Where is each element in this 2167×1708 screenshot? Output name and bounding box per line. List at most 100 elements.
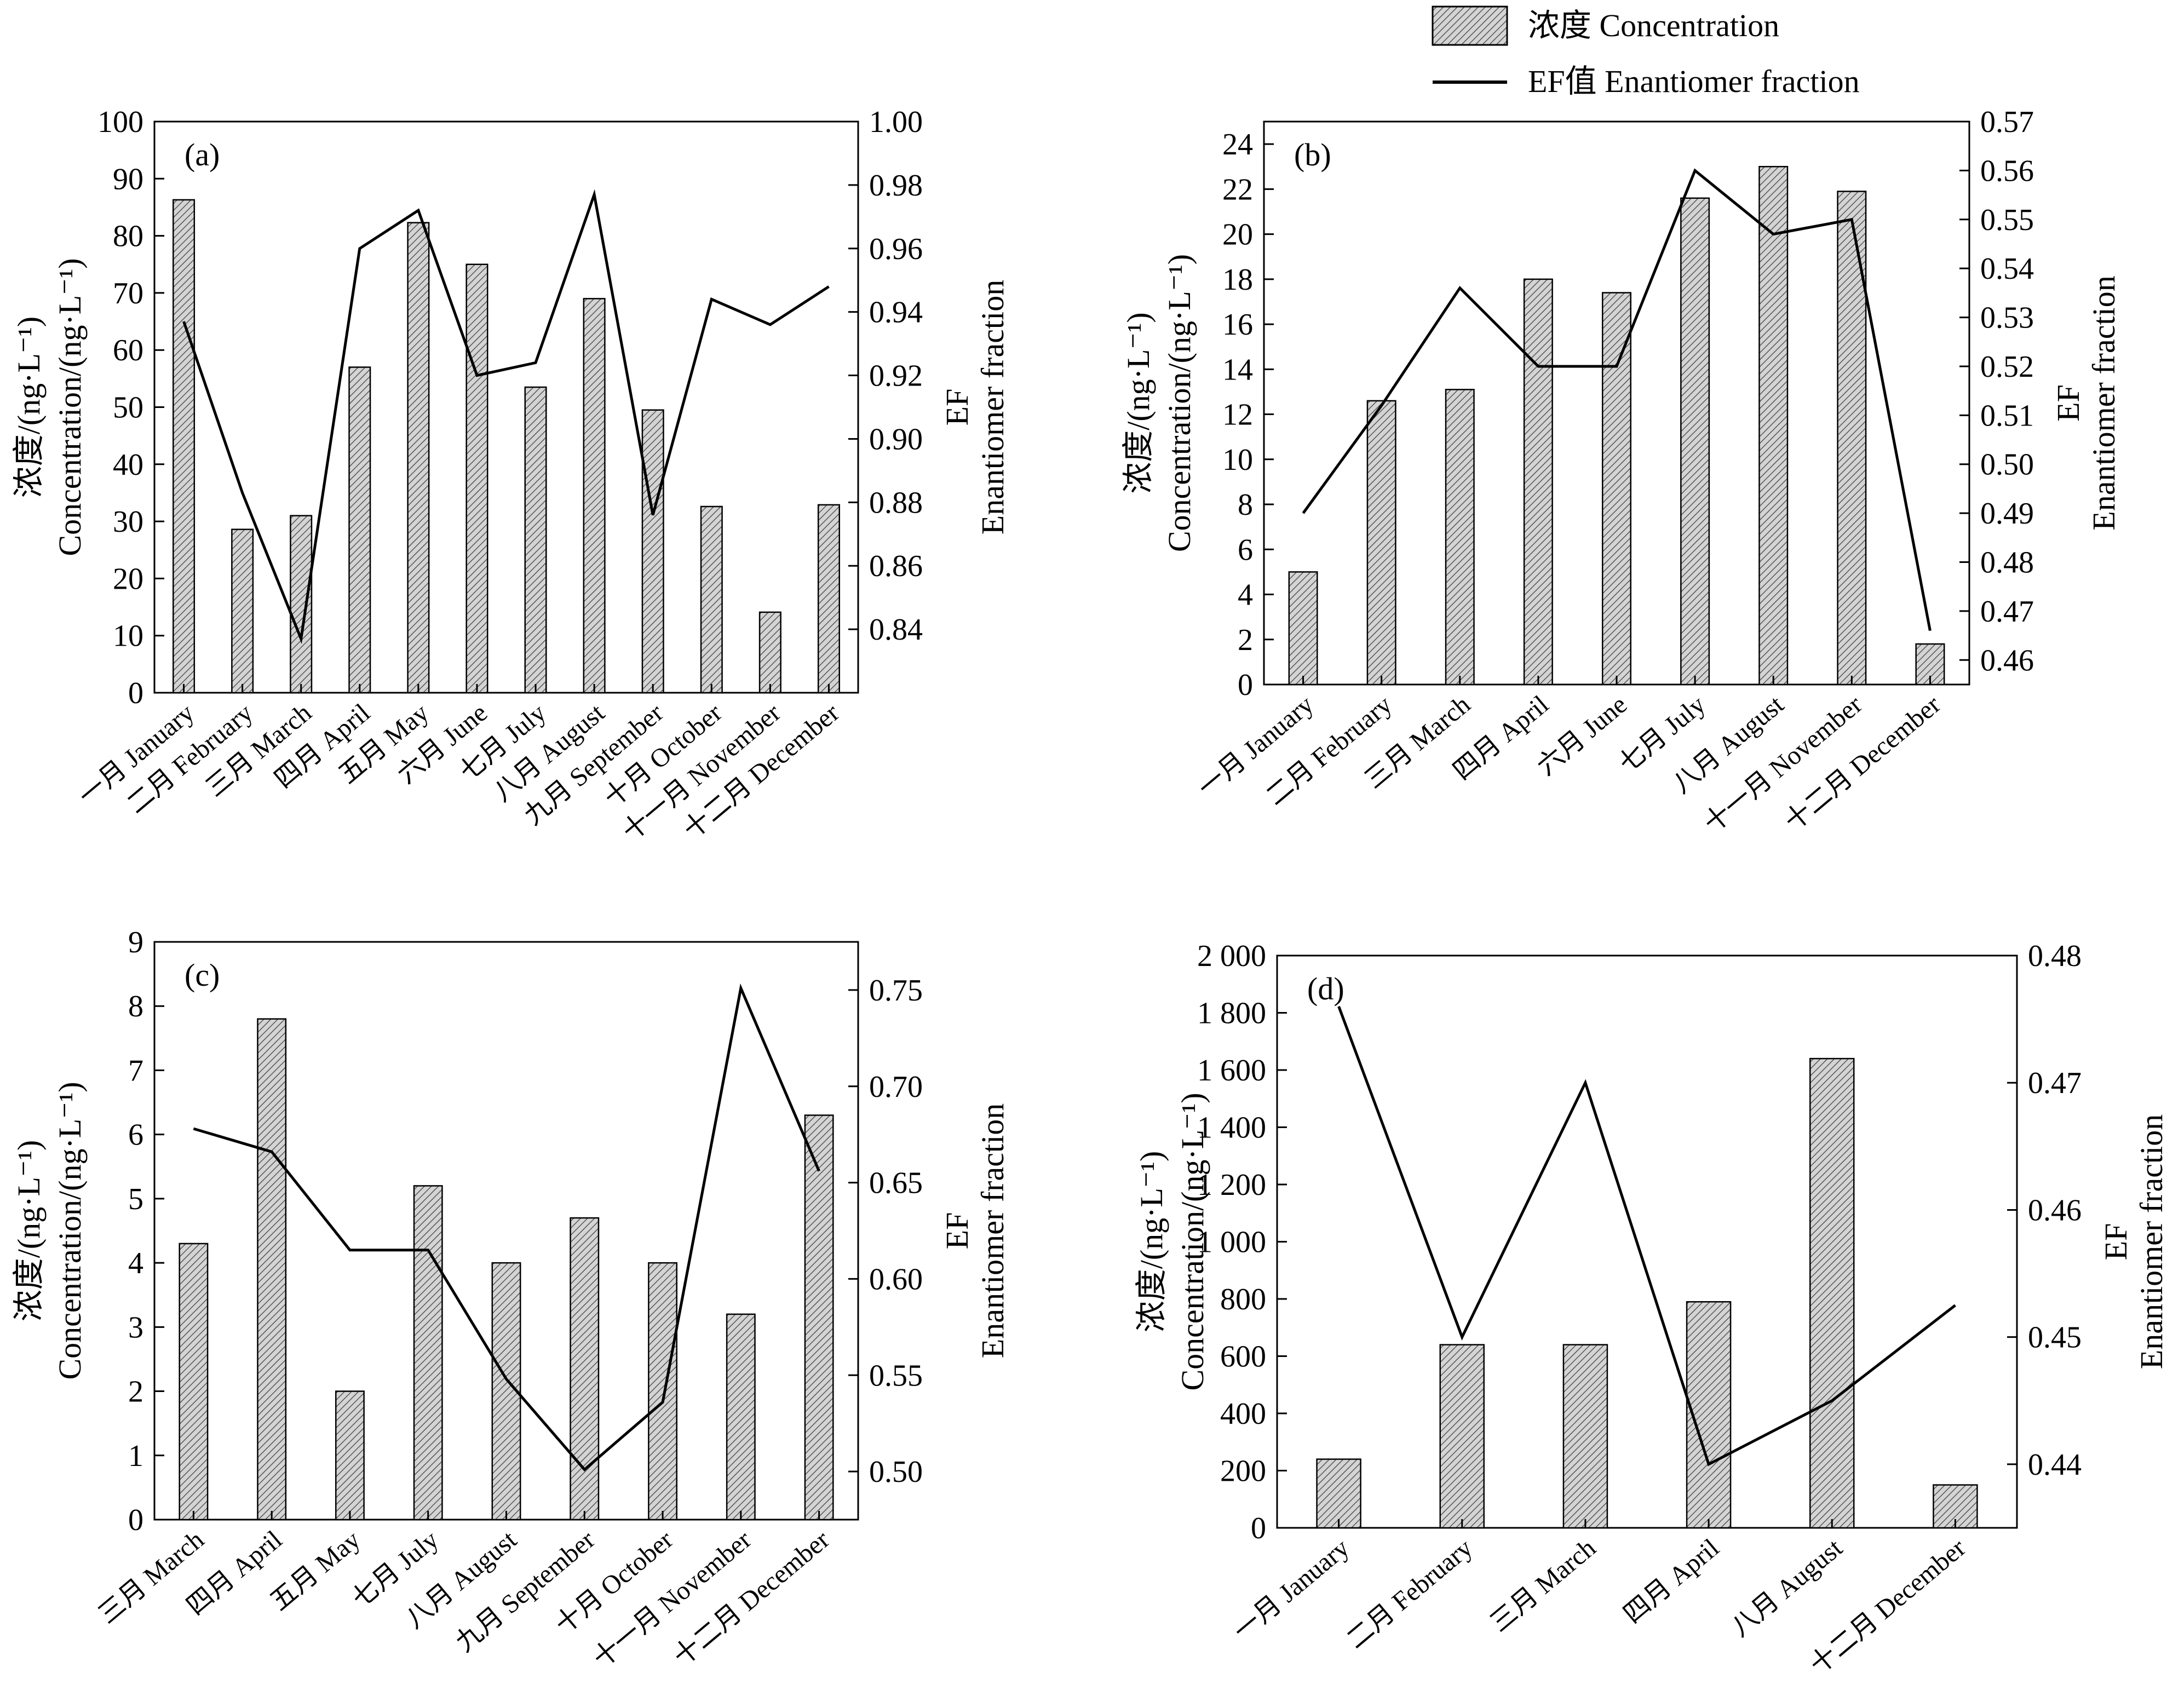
right-tick-label: 0.45 [2028, 1321, 2082, 1355]
right-tick-label: 0.70 [869, 1070, 923, 1104]
bar [641, 409, 664, 694]
right-axis-title-ef: EF [2050, 384, 2086, 422]
left-tick-label: 0 [1238, 668, 1253, 702]
right-tick-label: 0.54 [1980, 252, 2034, 286]
bar [465, 263, 488, 694]
left-tick-label: 6 [128, 1118, 143, 1152]
plot-frame [1276, 954, 2018, 1529]
plot-frame [153, 120, 859, 694]
left-tick-label: 12 [1222, 398, 1253, 432]
chart-panel-3: (c) 0 1 2 3 4 5 6 7 8 9 0.50 0.55 0.60 0.65 0.70 0.75 浓度/… [11, 925, 1010, 1674]
right-tick-label: 0.51 [1980, 399, 2034, 433]
bar [1288, 571, 1318, 686]
bar [231, 528, 254, 694]
right-axis-title-name: Enantiomer fraction [975, 1103, 1010, 1358]
right-tick-label: 0.88 [869, 486, 923, 520]
right-axis-title-name: Enantiomer fraction [2134, 1114, 2167, 1369]
left-tick-label: 16 [1222, 308, 1253, 342]
bar [726, 1313, 756, 1521]
left-tick-label: 1 600 [1197, 1054, 1266, 1088]
right-tick-label: 1.00 [869, 105, 923, 139]
right-tick-label: 0.75 [869, 974, 923, 1008]
left-tick-label: 0 [1251, 1511, 1266, 1545]
right-tick-label: 0.44 [2028, 1448, 2082, 1482]
bar [583, 298, 606, 694]
right-tick-label: 0.48 [1980, 546, 2034, 580]
ef-line [1337, 1006, 1956, 1467]
legend-bar-label: 浓度 Concentration [1528, 8, 1779, 43]
bar [348, 366, 371, 694]
right-tick-label: 0.94 [869, 296, 923, 330]
right-tick-label: 0.46 [2028, 1193, 2082, 1227]
bar [1366, 400, 1396, 686]
bar [1758, 165, 1789, 686]
bar [1523, 278, 1553, 686]
right-tick-label: 0.46 [1980, 643, 2034, 677]
x-tick-label: 三月 March [93, 1525, 210, 1630]
bar [257, 1018, 287, 1521]
left-tick-label: 20 [1222, 218, 1253, 252]
x-tick-label: 四月 April [1618, 1533, 1725, 1629]
right-axis-title-ef: EF [2098, 1223, 2134, 1261]
left-tick-label: 1 800 [1197, 997, 1266, 1031]
x-tick-label: 一月 January [1228, 1533, 1354, 1646]
bar [804, 1114, 834, 1521]
right-tick-label: 0.84 [869, 613, 923, 647]
bar [1562, 1344, 1608, 1529]
right-axis-title-name: Enantiomer fraction [975, 280, 1010, 534]
bar [758, 611, 781, 694]
left-tick-label: 0 [128, 1503, 143, 1537]
left-tick-label: 400 [1220, 1397, 1266, 1431]
bar [1809, 1057, 1855, 1529]
left-tick-label: 50 [113, 391, 143, 425]
right-tick-label: 0.92 [869, 359, 923, 393]
left-tick-label: 20 [113, 562, 143, 596]
left-axis-title-zh: 浓度/(ng·L⁻¹) [11, 317, 47, 498]
left-tick-label: 90 [113, 162, 143, 196]
left-tick-label: 100 [97, 105, 143, 139]
bar [817, 504, 840, 694]
right-tick-label: 0.96 [869, 232, 923, 266]
legend-line-label: EF值 Enantiomer fraction [1528, 64, 1860, 99]
bar [179, 1243, 209, 1521]
right-tick-label: 0.50 [869, 1455, 923, 1489]
left-tick-label: 1 200 [1197, 1168, 1266, 1202]
chart-panel-1: (a) 0 10 20 30 40 50 60 70 80 90 100 0.84 0.86 0.88 0.9… [11, 105, 1010, 847]
bar [407, 222, 430, 694]
bar [700, 505, 723, 694]
bar [1680, 197, 1710, 686]
left-tick-label: 10 [113, 619, 143, 653]
right-tick-label: 0.53 [1980, 301, 2034, 335]
left-tick-label: 1 [128, 1439, 143, 1473]
left-tick-label: 9 [128, 925, 143, 959]
right-tick-label: 0.56 [1980, 154, 2034, 188]
right-tick-label: 0.86 [869, 549, 923, 583]
left-axis-title-en: Concentration/(ng·L⁻¹) [1175, 1092, 1210, 1390]
left-tick-label: 7 [128, 1054, 143, 1088]
bar [570, 1217, 600, 1521]
left-axis-title-en: Concentration/(ng·L⁻¹) [52, 258, 88, 556]
left-tick-label: 2 000 [1197, 939, 1266, 973]
left-tick-label: 24 [1222, 128, 1253, 162]
panel-label: (a) [185, 137, 220, 172]
left-tick-label: 30 [113, 505, 143, 539]
left-tick-label: 6 [1238, 533, 1253, 567]
left-tick-label: 200 [1220, 1454, 1266, 1488]
left-tick-label: 1 000 [1197, 1226, 1266, 1260]
right-tick-label: 0.57 [1980, 105, 2034, 139]
x-tick-label: 九月 September [450, 1525, 600, 1658]
bar [290, 515, 313, 694]
panel-label: (d) [1307, 971, 1344, 1007]
right-tick-label: 0.90 [869, 422, 923, 456]
left-tick-label: 22 [1222, 172, 1253, 206]
right-tick-label: 0.60 [869, 1262, 923, 1296]
chart-panel-4: (d) 0 200 400 600 800 1 000 1 200 1 400 1 600 1 80… [1134, 939, 2167, 1680]
right-axis-title-ef: EF [939, 1212, 975, 1250]
right-tick-label: 0.50 [1980, 448, 2034, 482]
left-tick-label: 4 [1238, 578, 1253, 612]
bar [413, 1185, 443, 1521]
legend-bar-swatch [1432, 5, 1508, 46]
left-tick-label: 1 400 [1197, 1111, 1266, 1145]
left-axis-title-zh: 浓度/(ng·L⁻¹) [11, 1140, 47, 1322]
left-tick-label: 60 [113, 333, 143, 367]
